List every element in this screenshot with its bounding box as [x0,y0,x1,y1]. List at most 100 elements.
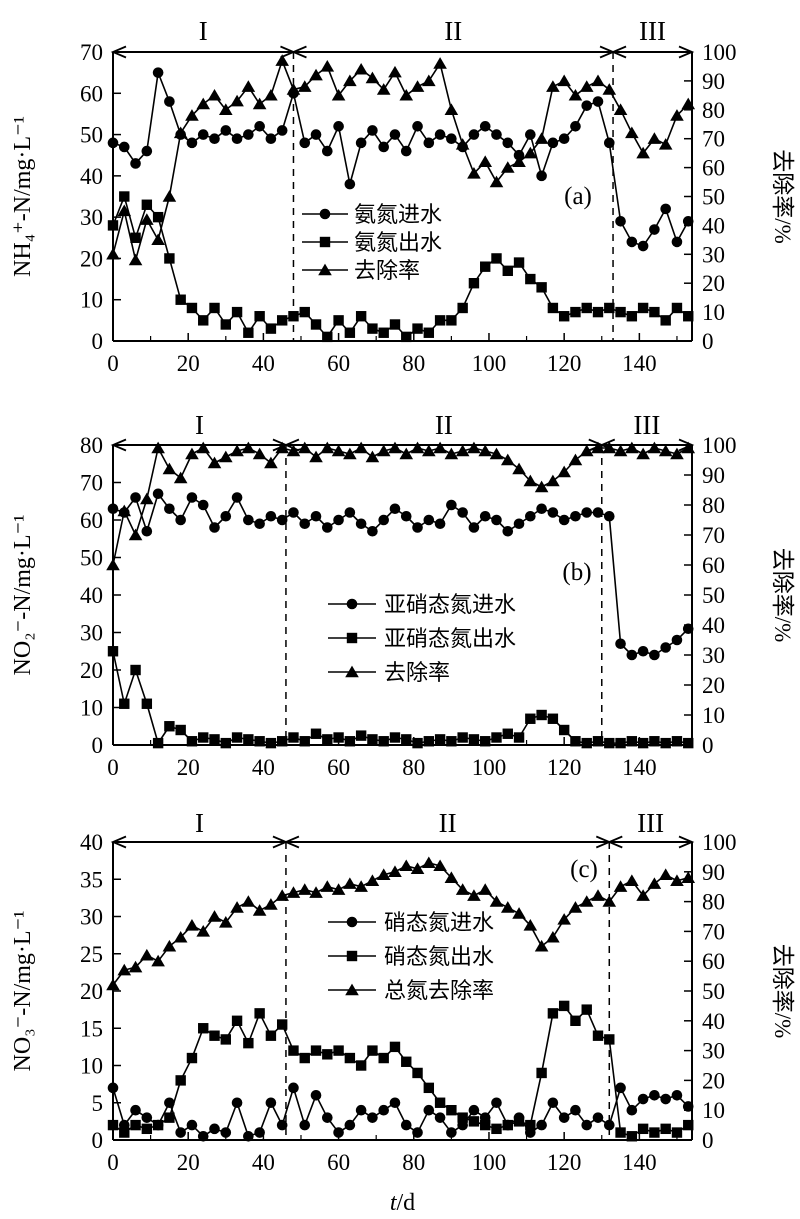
series-removal-marker [252,447,267,460]
series-inlet-marker [649,1090,660,1101]
tick-label-right: 50 [702,185,725,210]
series-outlet-marker [547,302,559,314]
series-inlet-marker [231,133,243,144]
series-outlet-marker [468,734,480,745]
series-removal-marker [534,939,549,952]
series-removal-marker [309,450,323,463]
series-inlet-marker [164,1097,175,1109]
tick-label-left: 20 [80,658,103,683]
tick-label-x: 60 [327,1150,350,1175]
series-outlet-marker [198,315,209,326]
series-removal-marker [523,474,538,487]
series-outlet-marker [130,232,141,243]
series-removal-marker [557,74,571,87]
series-inlet-line [112,1087,689,1138]
series-inlet-marker [603,1119,615,1131]
tick-label-right: 30 [702,643,725,668]
series-removal-marker [478,444,493,457]
legend-inlet-marker-icon [346,598,358,610]
series-outlet-marker [581,1004,592,1015]
phase-annotations: I II III [110,16,695,341]
series-removal-marker [309,68,323,81]
series-removal-marker [297,80,312,92]
tick-label-left: 60 [80,81,103,106]
tick-label-x: 0 [107,351,119,376]
series-inlet-marker [547,1097,559,1109]
series-removal-marker [557,465,571,478]
series-outlet-marker [660,1123,671,1135]
series-outlet-marker [683,311,694,322]
series-outlet-marker [401,734,412,745]
tick-label-x: 140 [622,1150,657,1175]
series-outlet-marker [513,1116,525,1127]
series-removal-marker [455,138,470,150]
series-inlet-marker [107,1082,119,1094]
series-outlet [107,1000,694,1142]
series-outlet-marker [209,302,220,314]
tick-label-left: 30 [80,905,103,930]
series-removal-marker [196,925,211,937]
panel-letter: (b) [562,559,591,586]
series-inlet-marker [322,145,333,157]
tick-label-right: 0 [702,329,714,354]
series-inlet-marker [355,137,367,149]
series-removal-marker [275,889,289,901]
y-axis-title-left: NO₃⁻-N/mg·L⁻¹ [10,911,36,1072]
phase-annotations: I II III [110,808,695,1140]
tick-label-left: 40 [80,583,103,608]
tick-label-left: 30 [80,621,103,646]
tick-label-right: 70 [702,919,725,944]
series-outlet-marker [446,1105,457,1116]
series-inlet-marker [682,623,694,635]
series-removal [106,856,696,991]
series-removal-marker [500,161,515,173]
tick-label-right: 40 [702,213,725,238]
series-outlet-marker [423,736,435,747]
tick-label-left: 30 [80,205,103,230]
legend-outlet-marker-icon [346,950,358,962]
series-removal-marker [658,138,673,150]
series-removal-marker [410,441,425,454]
series-removal-marker [309,886,323,898]
series-outlet-marker [412,737,423,749]
series-removal-marker [320,60,335,72]
tick-label-right: 20 [702,271,725,296]
series-outlet-marker [141,698,153,709]
legend-removal-marker-icon [345,983,359,996]
legend-removal-marker-icon [318,263,332,276]
series-removal-marker [670,109,684,121]
series-inlet-marker [570,1104,581,1116]
series-inlet-marker [288,1082,299,1094]
series-removal-marker [647,132,662,144]
series-removal-marker [297,883,312,895]
legend-label-inlet: 亚硝态氮进水 [384,592,516,617]
series-removal-marker [613,880,628,892]
series-inlet-marker [536,170,547,182]
series-inlet-marker [378,514,390,526]
series-removal-marker [433,441,447,454]
series-removal-marker [512,462,526,475]
series-removal-marker [343,877,357,889]
series-removal-marker [162,190,177,202]
series-inlet-marker [570,121,581,132]
series-removal-marker [264,456,278,469]
series-removal-marker [185,919,199,931]
series-inlet-marker [671,1090,683,1101]
legend-label-removal: 总氮去除率 [384,978,494,1003]
tick-label-left: 10 [80,1054,103,1079]
series-inlet-marker [299,1119,311,1131]
series-outlet-line [112,1005,689,1138]
series-inlet-marker [197,499,209,511]
plot-frame [112,52,693,342]
y-axis-title-right: 去除率/% [770,944,795,1039]
series-inlet-marker [479,121,491,132]
series-outlet-marker [355,730,367,741]
tick-label-x: 140 [622,755,657,780]
series-inlet-marker [626,236,638,248]
tick-label-right: 30 [702,242,725,267]
series-removal-marker [365,450,380,463]
series-outlet-marker [231,732,243,743]
legend-removal-marker-icon [345,665,359,678]
y-axis-title-right: 去除率/% [770,149,795,244]
series-removal-marker [106,558,120,571]
